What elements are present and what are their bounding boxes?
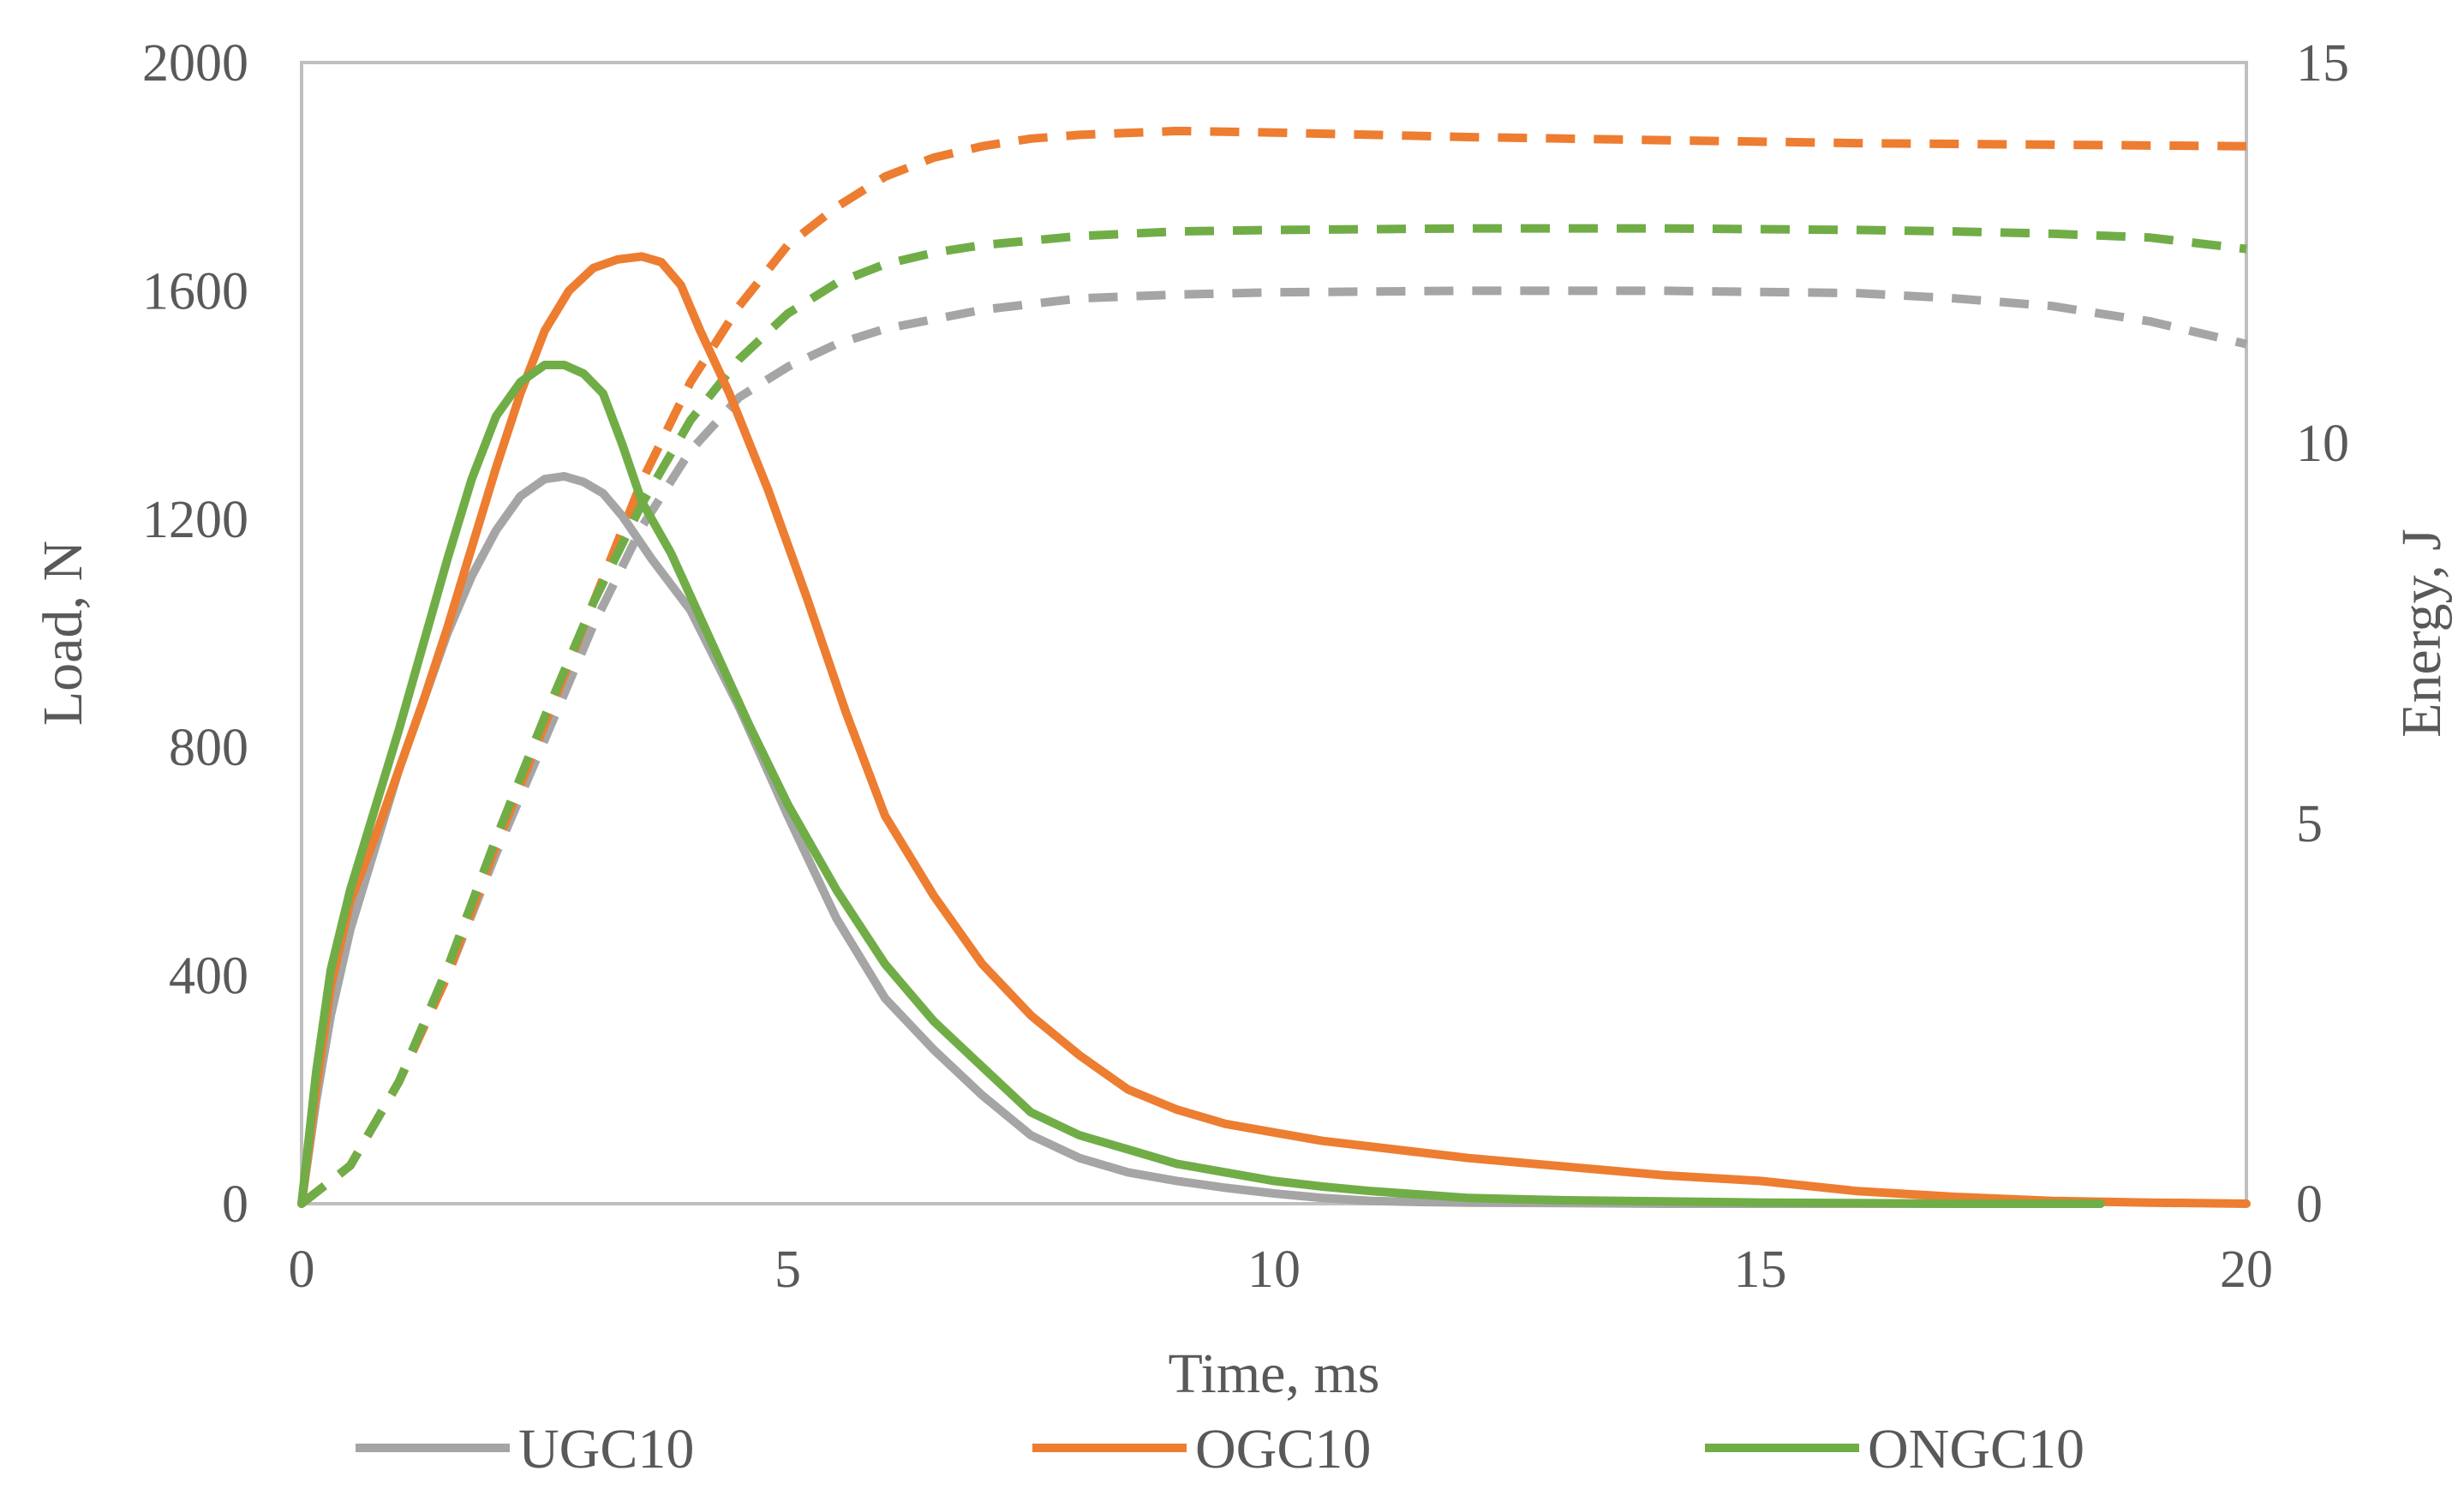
left-y-tick-label: 1200 <box>142 491 248 549</box>
x-axis-title: Time, ms <box>1169 1343 1380 1405</box>
series-line-ugc10 <box>297 471 2105 1208</box>
right-y-tick-label: 0 <box>2296 1175 2323 1234</box>
legend-label-ongc10: ONGC10 <box>1868 1418 2084 1480</box>
series-line-ogc10-energy <box>298 126 2247 1207</box>
left-y-tick-label: 0 <box>222 1175 248 1234</box>
left-y-tick-label: 400 <box>169 948 248 1006</box>
right-y-tick-label: 5 <box>2296 795 2323 853</box>
left-y-axis-title: Load, N <box>32 541 94 726</box>
legend-label-ugc10: UGC10 <box>518 1418 694 1480</box>
x-tick-label: 0 <box>289 1241 315 1299</box>
left-y-tick-label: 1600 <box>142 262 248 320</box>
series-line-ongc10 <box>297 361 2105 1208</box>
x-axis-ticks: 0 5 10 15 20 <box>289 1241 2274 1299</box>
legend-label-ogc10: OGC10 <box>1195 1418 1371 1480</box>
plot-area-frame <box>300 61 2248 1205</box>
x-tick-label: 5 <box>774 1241 801 1299</box>
left-y-tick-label: 800 <box>169 719 248 777</box>
right-y-axis-ticks: 0 5 10 15 <box>2296 34 2349 1234</box>
right-y-tick-label: 15 <box>2296 34 2349 93</box>
x-tick-label: 20 <box>2220 1241 2273 1299</box>
series-line-ogc10 <box>297 252 2251 1208</box>
right-y-tick-label: 10 <box>2296 415 2349 473</box>
chart-legend: UGC10 OGC10 ONGC10 <box>356 1418 2084 1480</box>
left-y-axis-ticks: 0 400 800 1200 1600 2000 <box>142 34 248 1234</box>
right-y-axis-title: Energy, J <box>2390 529 2453 738</box>
x-tick-label: 10 <box>1247 1241 1301 1299</box>
series-layer <box>297 126 2251 1208</box>
series-line-ugc10-energy <box>298 286 2248 1207</box>
series-line-ongc10-energy <box>298 224 2247 1207</box>
left-y-tick-label: 2000 <box>142 34 248 93</box>
x-tick-label: 15 <box>1734 1241 1787 1299</box>
